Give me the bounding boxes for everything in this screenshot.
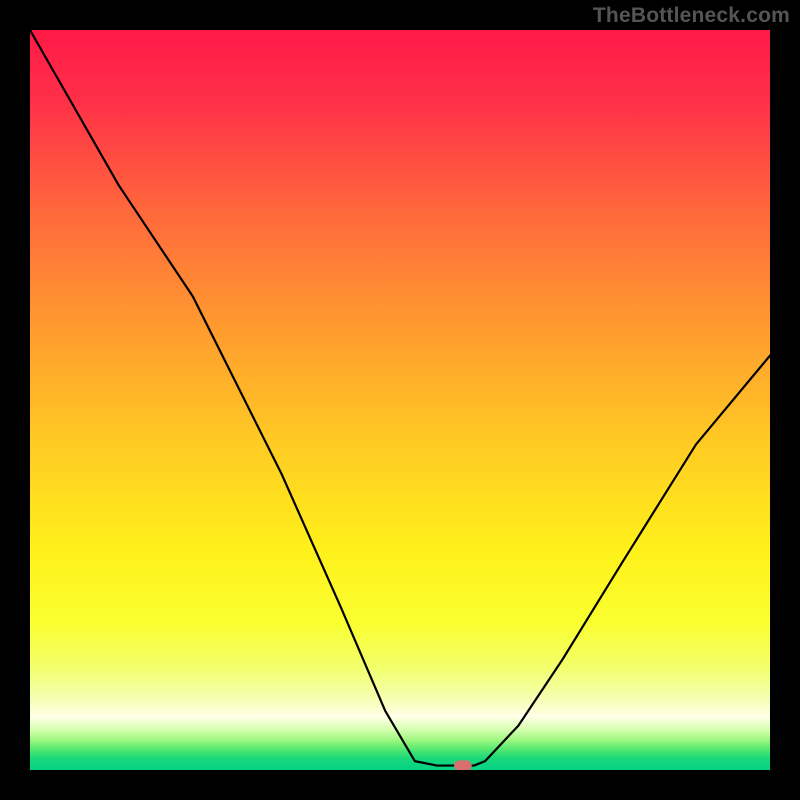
watermark-text: TheBottleneck.com [593,4,790,28]
bottleneck-chart [30,30,770,770]
optimal-marker [454,760,472,770]
chart-background [30,30,770,770]
